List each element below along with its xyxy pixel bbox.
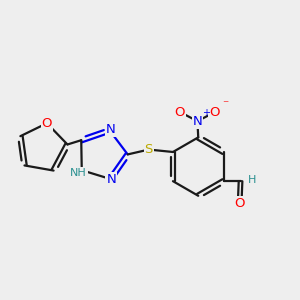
Text: O: O [174, 106, 185, 119]
Text: +: + [202, 108, 210, 118]
Text: O: O [42, 117, 52, 130]
Text: O: O [209, 106, 220, 119]
Text: NH: NH [70, 168, 87, 178]
Text: N: N [106, 172, 116, 185]
Text: O: O [235, 196, 245, 210]
Text: N: N [106, 123, 115, 136]
Text: H: H [248, 176, 256, 185]
Text: ⁻: ⁻ [222, 98, 228, 111]
Text: S: S [145, 143, 153, 156]
Text: N: N [193, 115, 202, 128]
